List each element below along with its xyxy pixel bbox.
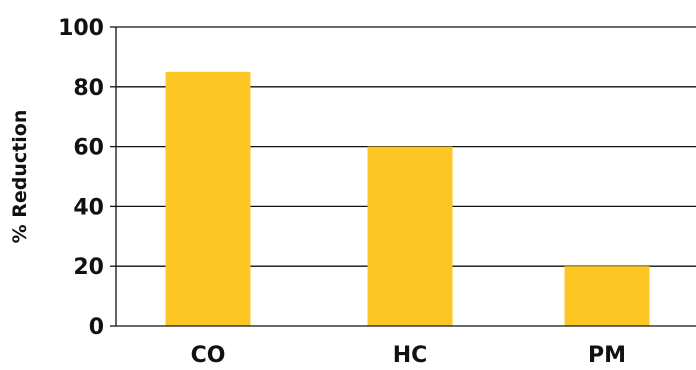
x-category-label-pm: PM: [588, 343, 626, 368]
y-tick-label-100: 100: [58, 16, 104, 41]
x-category-label-co: CO: [191, 343, 226, 368]
y-tick-labels: 0 20 40 60 80 100: [58, 16, 104, 340]
x-category-labels: CO HC PM: [191, 343, 626, 368]
bar-co: [165, 71, 251, 326]
y-axis-title: % Reduction: [9, 110, 31, 244]
y-tick-label-60: 60: [73, 136, 104, 161]
axes: [115, 27, 696, 327]
x-category-label-hc: HC: [393, 343, 428, 368]
y-tick-label-0: 0: [89, 315, 104, 340]
bars: [165, 71, 650, 326]
y-tick-label-20: 20: [73, 255, 104, 280]
y-tick-label-40: 40: [73, 195, 104, 220]
bar-pm: [564, 266, 650, 326]
y-tick-label-80: 80: [73, 76, 104, 101]
bar-hc: [367, 146, 453, 326]
